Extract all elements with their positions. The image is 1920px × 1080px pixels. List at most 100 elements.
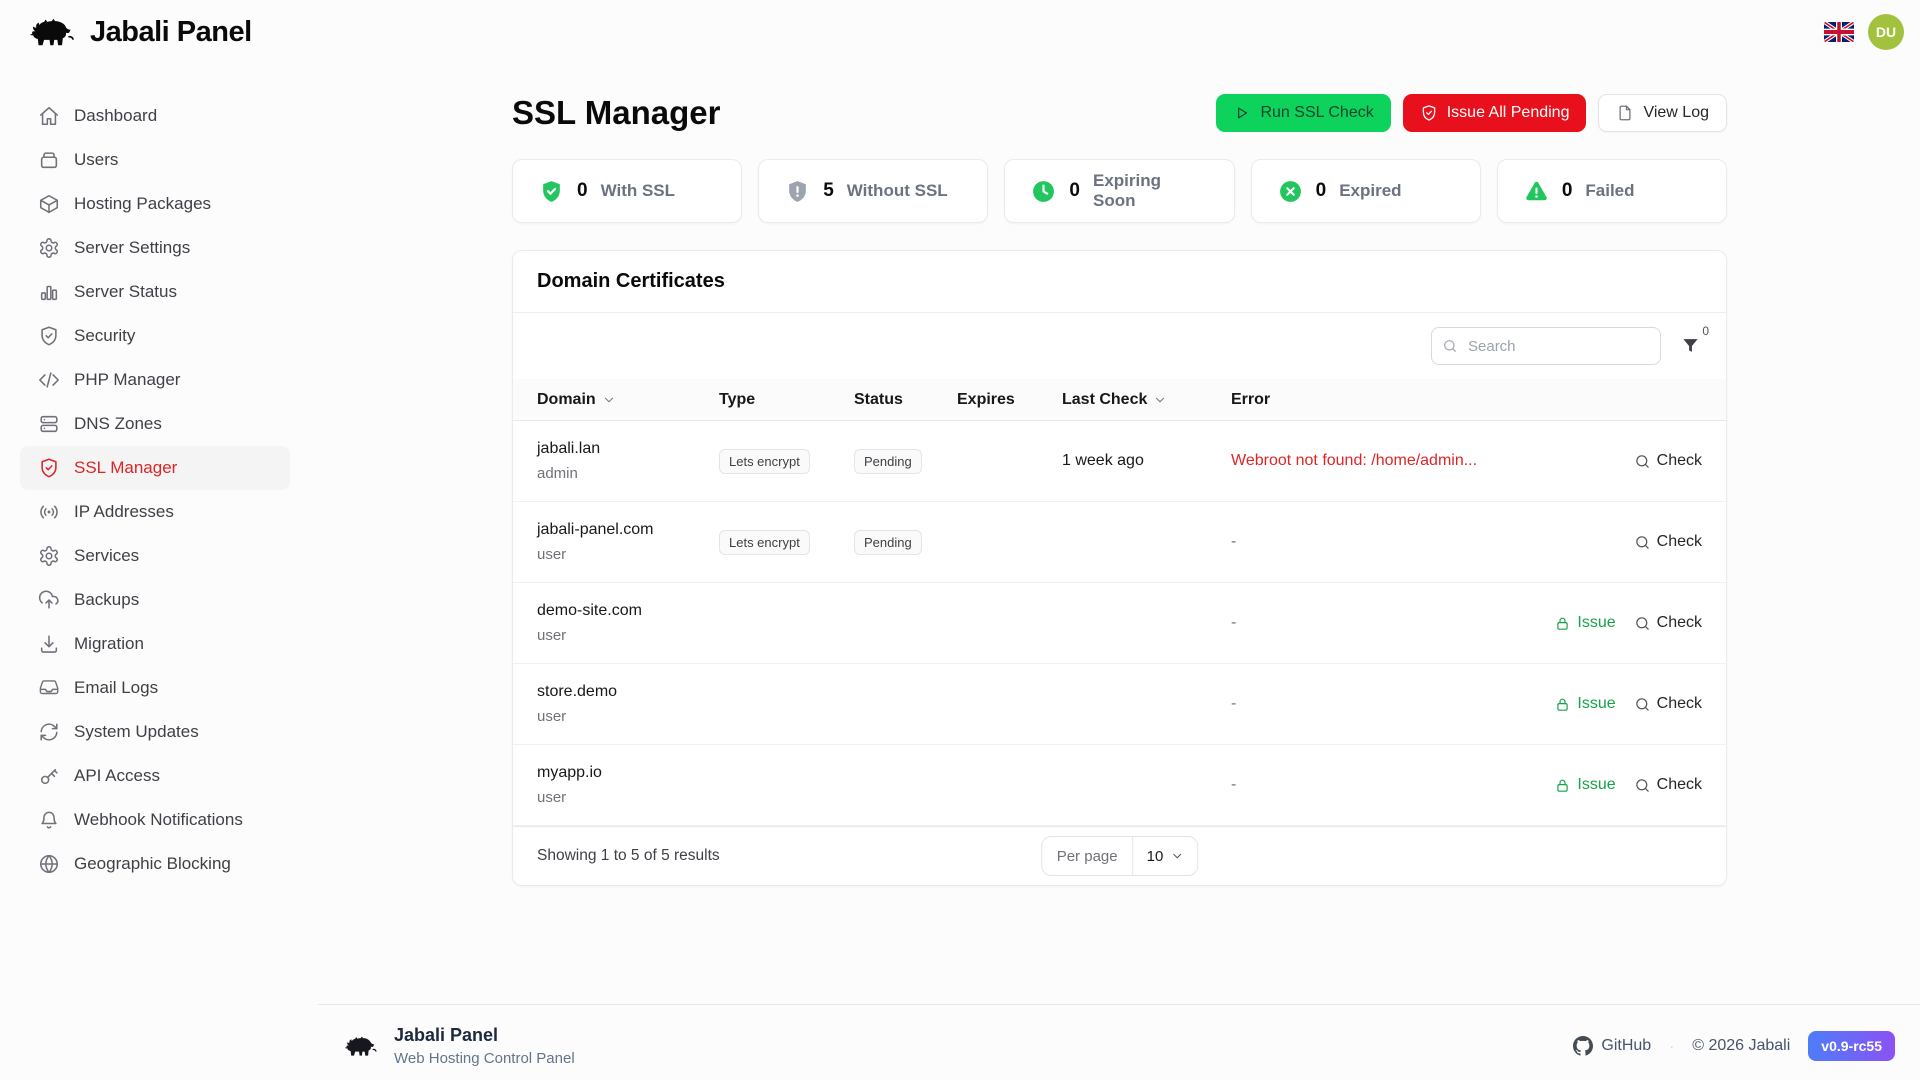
search-box [1431,327,1661,365]
lock-icon [1554,696,1571,713]
shield-icon [38,325,60,347]
user-avatar[interactable]: DU [1868,14,1904,50]
results-summary: Showing 1 to 5 of 5 results [537,847,720,864]
stats-row: 0 With SSL 5 Without SSL 0 Expiring Soon… [512,159,1728,223]
table-row: myapp.io user - Issue Check [513,745,1726,826]
copyright-text: © 2026 Jabali [1692,1037,1791,1054]
sidebar-item-dns-zones[interactable]: DNS Zones [20,402,290,446]
sidebar-item-php-manager[interactable]: PHP Manager [20,358,290,402]
stat-with-ssl: 0 With SSL [512,159,743,223]
sidebar-item-server-status[interactable]: Server Status [20,270,290,314]
error-message: Webroot not found: /home/admin... [1231,452,1478,469]
sidebar-item-email-logs[interactable]: Email Logs [20,666,290,710]
sidebar-item-label: Webhook Notifications [74,810,243,829]
version-badge: v0.9-rc55 [1808,1031,1895,1061]
stat-label: Expiring Soon [1092,171,1161,210]
sidebar-item-migration[interactable]: Migration [20,622,290,666]
sidebar-item-label: IP Addresses [74,502,174,521]
sidebar-item-ssl-manager[interactable]: SSL Manager [20,446,290,490]
filter-button[interactable]: 0 [1681,324,1709,360]
search-icon [1634,615,1651,632]
search-icon [1634,534,1651,551]
stat-value: 0 [1561,180,1573,201]
shield-check-icon [539,179,564,204]
sidebar-item-geographic-blocking[interactable]: Geographic Blocking [20,842,290,886]
sidebar-item-users[interactable]: Users [20,138,290,182]
sidebar-item-label: Migration [74,634,144,653]
globe-icon [38,853,60,875]
stat-value: 5 [823,180,834,201]
brand[interactable]: Jabali Panel [30,13,252,51]
run-ssl-check-button[interactable]: Run SSL Check [1216,94,1391,132]
stat-value: 0 [1315,180,1327,201]
search-icon [1634,696,1651,713]
domain-owner: user [537,708,567,725]
users-icon [38,149,60,171]
issue-button[interactable]: Issue [1554,614,1616,632]
sidebar-item-server-settings[interactable]: Server Settings [20,226,290,270]
view-log-button[interactable]: View Log [1598,94,1727,132]
sidebar-item-webhook-notifications[interactable]: Webhook Notifications [20,798,290,842]
file-icon [1616,104,1634,122]
table-row: store.demo user - Issue Check [513,664,1726,745]
lock-icon [1554,615,1571,632]
stat-failed: 0 Failed [1496,159,1728,223]
check-button[interactable]: Check [1634,452,1702,470]
check-button[interactable]: Check [1634,614,1702,632]
play-icon [1233,104,1251,122]
table-footer: Showing 1 to 5 of 5 results Per page 10 [513,826,1726,885]
bell-icon [38,809,60,831]
check-button[interactable]: Check [1634,533,1702,551]
boar-logo-icon [30,13,80,51]
sidebar-item-label: Security [74,326,136,345]
sidebar-item-label: PHP Manager [74,370,181,389]
sidebar-item-dashboard[interactable]: Dashboard [20,94,290,138]
search-input[interactable] [1431,327,1661,365]
uk-flag-icon[interactable] [1824,22,1854,42]
check-button[interactable]: Check [1634,695,1702,713]
domain-owner: user [537,789,567,806]
issue-button[interactable]: Issue [1554,695,1616,713]
top-bar: Jabali Panel DU [0,0,1920,64]
column-header-error: Error [1231,390,1271,408]
topbar-right: DU [1824,14,1904,50]
sidebar-item-ip-addresses[interactable]: IP Addresses [20,490,290,534]
search-icon [1634,453,1651,470]
bar-chart-icon [38,281,60,303]
per-page-label: Per page [1042,837,1134,875]
error-empty: - [1231,695,1237,712]
filter-count-badge: 0 [1702,324,1709,338]
shield-alert-icon [785,179,810,204]
server-icon [38,413,60,435]
main-content: SSL Manager Run SSL Check Issue All Pend… [290,64,1920,886]
github-link[interactable]: GitHub [1573,1036,1651,1056]
chevron-down-icon [602,393,616,407]
check-button[interactable]: Check [1634,776,1702,794]
sidebar-item-services[interactable]: Services [20,534,290,578]
issue-all-pending-button[interactable]: Issue All Pending [1402,94,1587,132]
domain-name: jabali.lan [537,440,601,457]
sidebar-item-security[interactable]: Security [20,314,290,358]
sidebar-item-label: Server Settings [74,238,191,257]
shield-check-icon [1420,104,1438,122]
per-page-select[interactable]: Per page 10 [1040,836,1199,876]
sidebar-item-label: DNS Zones [74,414,162,433]
brand-name: Jabali Panel [90,15,252,48]
sidebar-item-hosting-packages[interactable]: Hosting Packages [20,182,290,226]
sidebar-item-backups[interactable]: Backups [20,578,290,622]
package-icon [38,193,60,215]
sidebar-item-label: Server Status [74,282,177,301]
sidebar-item-system-updates[interactable]: System Updates [20,710,290,754]
column-header-domain[interactable]: Domain [537,391,719,409]
issue-button[interactable]: Issue [1554,776,1616,794]
chevron-down-icon [1170,849,1184,863]
download-icon [38,633,60,655]
column-header-last-check[interactable]: Last Check [1062,391,1231,409]
domain-name: myapp.io [537,764,602,781]
sidebar-item-api-access[interactable]: API Access [20,754,290,798]
sidebar-item-label: Backups [74,590,140,609]
sidebar: Dashboard Users Hosting Packages Server … [0,64,290,886]
column-header-expires: Expires [957,390,1015,408]
table-row: jabali.lan admin Lets encrypt Pending 1 … [513,421,1726,502]
domain-owner: user [537,546,567,563]
